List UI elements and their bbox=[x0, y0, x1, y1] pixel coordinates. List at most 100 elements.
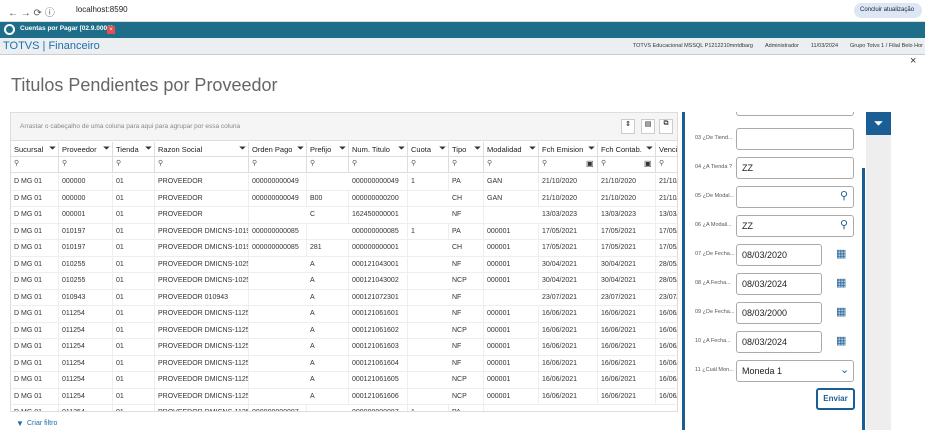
field-input[interactable]: 08/03/2000 bbox=[736, 302, 822, 324]
cell: 16/06/2021 bbox=[539, 306, 598, 322]
create-filter[interactable]: ▼ Criar filtro bbox=[16, 419, 58, 428]
tab-title[interactable]: Cuentas por Pagar [02.9.0006] bbox=[20, 25, 113, 32]
submit-button[interactable]: Enviar bbox=[816, 388, 855, 410]
field-label: 08 ¿A Fecha... bbox=[695, 280, 731, 286]
column-filter-input[interactable]: ⚲ bbox=[656, 157, 677, 173]
search-icon: ⚲ bbox=[487, 160, 493, 167]
row[interactable] bbox=[11, 273, 677, 290]
scrollbar[interactable] bbox=[682, 112, 685, 430]
column-filter-input[interactable]: ⚲ bbox=[408, 157, 449, 173]
calendar-icon[interactable]: ▦ bbox=[836, 335, 847, 347]
export-button[interactable]: ▤ bbox=[641, 119, 655, 134]
cell: A bbox=[307, 289, 349, 306]
column-filter-input[interactable]: ⚲ bbox=[11, 157, 59, 173]
column-header[interactable]: Proveedor ⏷ bbox=[59, 142, 113, 157]
nav-buttons[interactable]: ← → ⟳ ⓘ bbox=[8, 8, 55, 19]
row[interactable] bbox=[11, 257, 677, 273]
cell: 011254 bbox=[59, 306, 113, 322]
cell: 16/06/2021 bbox=[598, 388, 656, 405]
column-filter-input[interactable]: ⚲ bbox=[307, 157, 349, 173]
search-icon[interactable]: ⚲ bbox=[840, 219, 849, 231]
cell: 01 bbox=[113, 240, 155, 256]
field-input[interactable]: ZZ bbox=[736, 215, 854, 237]
cell: D MG 01 bbox=[11, 405, 59, 411]
column-filter-input[interactable]: ⚲ bbox=[484, 157, 539, 173]
column-header[interactable]: Modalidad ⏷ bbox=[484, 142, 539, 157]
filter-toggle[interactable]: ⏷ bbox=[866, 112, 891, 135]
field-input[interactable]: Moneda 1 bbox=[736, 360, 854, 382]
cell: 000001 bbox=[484, 273, 539, 289]
row[interactable] bbox=[11, 339, 677, 356]
field-label: 11 ¿Cuál Mon... bbox=[695, 367, 734, 373]
column-header[interactable]: Sucursal ⏷ bbox=[11, 142, 59, 157]
group-panel: Arrastar o cabeçalho de uma coluna para … bbox=[11, 113, 677, 141]
search-icon[interactable]: ⚲ bbox=[840, 190, 849, 202]
column-header[interactable]: Cuota ⏷ bbox=[408, 142, 449, 157]
cell: PROVEEDOR DMICNS-10255 bbox=[155, 273, 249, 289]
calendar-icon[interactable]: ▦ bbox=[836, 306, 847, 318]
field-input[interactable]: 08/03/2024 bbox=[736, 331, 822, 353]
cell: A bbox=[307, 322, 349, 339]
column-header[interactable]: Fch Emision ⏷ bbox=[539, 142, 598, 157]
column-filter-input[interactable]: ⚲ bbox=[449, 157, 484, 173]
cell: NF bbox=[449, 339, 484, 355]
calendar-icon[interactable]: ▦ bbox=[836, 277, 847, 289]
column-header[interactable]: Fch Contab. ⏷ bbox=[598, 142, 656, 157]
cell: NCP bbox=[449, 322, 484, 339]
sort-button[interactable]: ⇕ bbox=[621, 119, 635, 134]
cell: 13/03/ bbox=[656, 207, 677, 223]
column-header[interactable]: Razon Social ⏷ bbox=[155, 142, 249, 157]
row[interactable] bbox=[11, 356, 677, 372]
row[interactable] bbox=[11, 240, 677, 257]
column-filter-input[interactable]: ⚲ ▣ bbox=[539, 157, 598, 173]
row[interactable] bbox=[11, 174, 677, 191]
row[interactable] bbox=[11, 306, 677, 323]
row[interactable] bbox=[11, 191, 677, 207]
cell: 16/06/ bbox=[656, 356, 677, 372]
column-header[interactable]: Tienda ⏷ bbox=[113, 142, 155, 157]
column-filter-input[interactable]: ⚲ ▣ bbox=[598, 157, 656, 173]
tab-close[interactable]: × bbox=[107, 26, 115, 34]
panel-scrollbar[interactable] bbox=[862, 168, 865, 430]
row[interactable] bbox=[11, 389, 677, 405]
calendar-icon[interactable]: ▦ bbox=[836, 248, 847, 260]
select-icon[interactable]: ⌄ bbox=[840, 364, 850, 376]
column-filter-input[interactable]: ⚲ bbox=[349, 157, 408, 173]
field-input[interactable] bbox=[736, 128, 854, 150]
cell: 16/06/ bbox=[656, 306, 677, 322]
input[interactable] bbox=[736, 112, 854, 116]
cell: 01 bbox=[113, 223, 155, 240]
column-filter-input[interactable]: ⚲ bbox=[249, 157, 307, 173]
row[interactable] bbox=[11, 372, 677, 389]
row[interactable] bbox=[11, 224, 677, 240]
row[interactable] bbox=[11, 207, 677, 224]
cell: 000001 bbox=[484, 240, 539, 256]
create-filter-label[interactable]: Criar filtro bbox=[27, 420, 58, 427]
update-button[interactable]: Concluir atualização bbox=[854, 3, 922, 18]
cell: 000001 bbox=[484, 355, 539, 372]
column-filter-input[interactable]: ⚲ bbox=[155, 157, 249, 173]
row[interactable] bbox=[11, 323, 677, 339]
column-header[interactable]: Vencin⏷ bbox=[656, 142, 677, 157]
cell: NCP bbox=[449, 372, 484, 388]
field-input[interactable]: 08/03/2020 bbox=[736, 244, 822, 266]
field-input[interactable]: ZZ bbox=[736, 157, 854, 179]
column-header[interactable]: Prefijo ⏷ bbox=[307, 142, 349, 157]
close-button[interactable]: × bbox=[910, 55, 917, 67]
row[interactable] bbox=[11, 290, 677, 306]
copy-button[interactable]: ⧉ bbox=[659, 119, 673, 134]
column-filter-input[interactable]: ⚲ bbox=[113, 157, 155, 173]
field-input[interactable]: 08/03/2024 bbox=[736, 273, 822, 295]
column-header[interactable]: Orden Pago ⏷ bbox=[249, 142, 307, 157]
url[interactable]: localhost:8590 bbox=[76, 5, 128, 14]
column-header[interactable]: Tipo ⏷ bbox=[449, 142, 484, 157]
cell: 23/07/2021 bbox=[598, 289, 656, 306]
cell: 01 bbox=[113, 388, 155, 405]
column-filter-input[interactable]: ⚲ bbox=[59, 157, 113, 173]
field-input[interactable] bbox=[736, 186, 854, 208]
column-header[interactable]: Num. Titulo ⏷ bbox=[349, 142, 408, 157]
field-value: ZZ bbox=[742, 221, 753, 231]
cell: 28/05/ bbox=[656, 257, 677, 273]
cell: 01 bbox=[113, 273, 155, 289]
cell: 16/06/2021 bbox=[598, 339, 656, 355]
